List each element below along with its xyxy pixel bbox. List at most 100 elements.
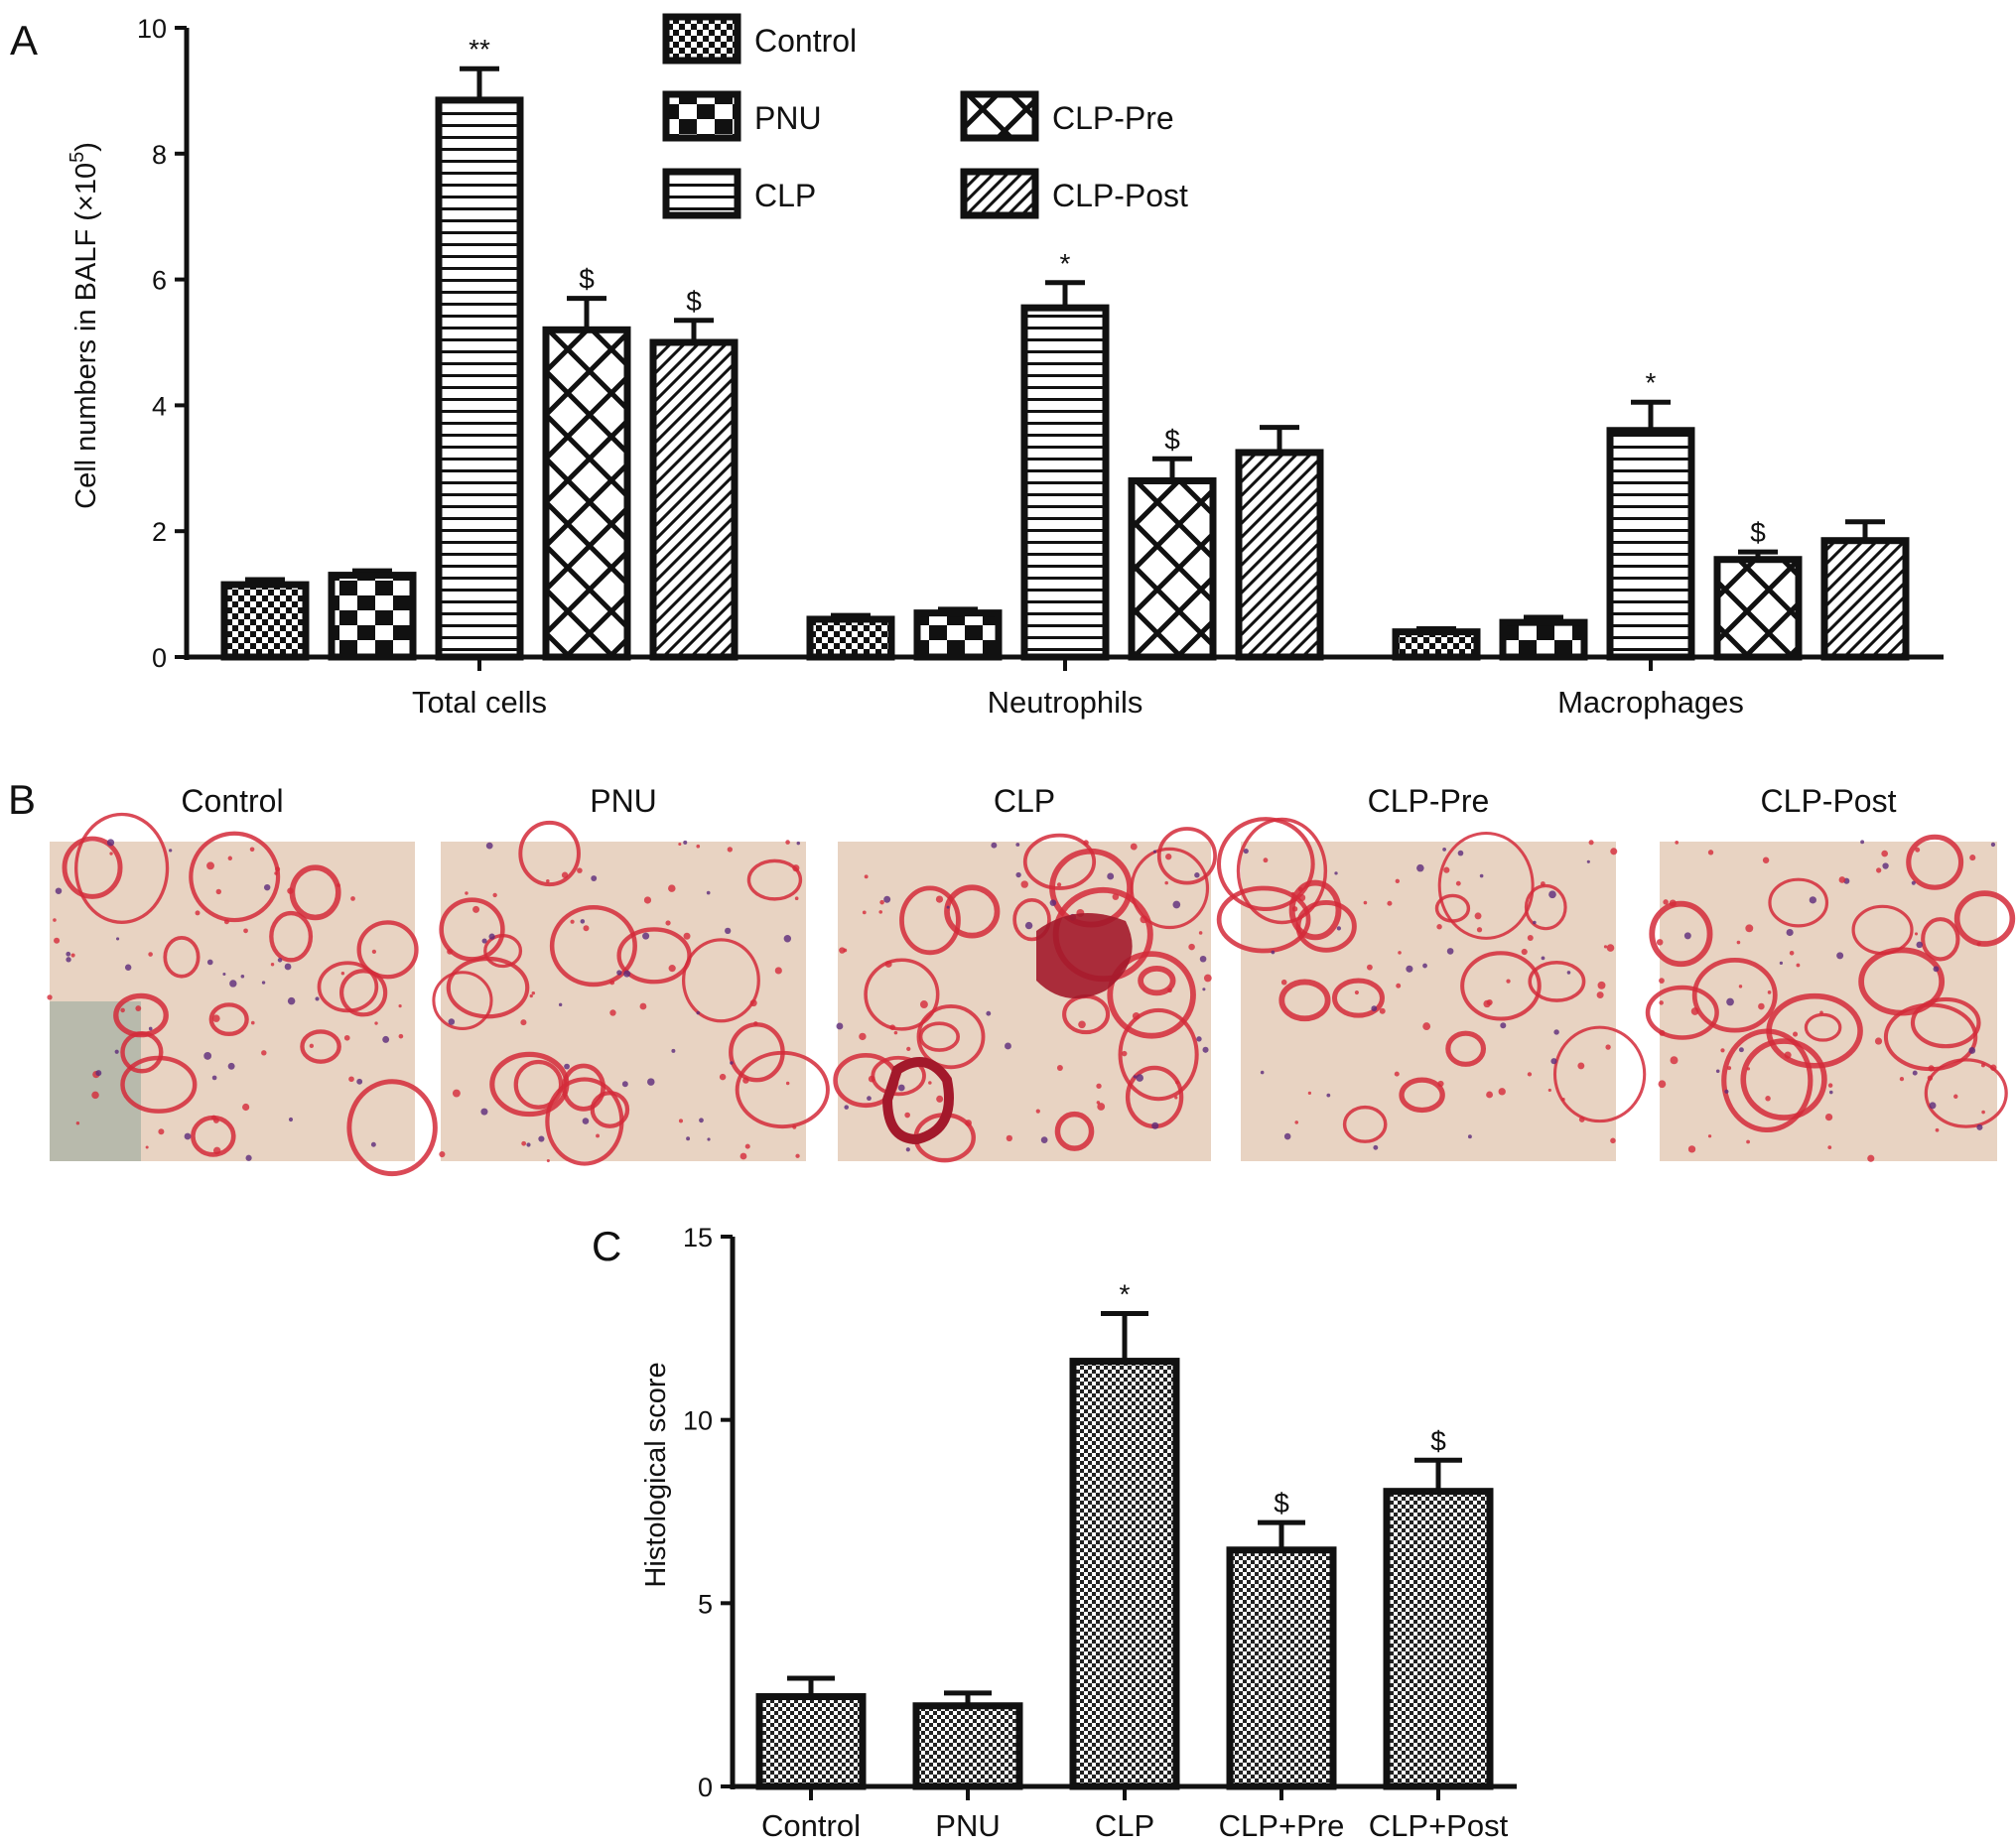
panel-c-category-label: CLP [1095,1808,1154,1843]
alveolus [1331,978,1385,1018]
cell-nucleus [1683,932,1691,940]
cell-nucleus [1174,1096,1178,1100]
cell-nucleus [1243,849,1249,855]
alveolus [1236,817,1328,925]
cell-nucleus [1916,941,1924,949]
panel-a-significance-mark: ** [469,34,490,65]
cell-nucleus [616,970,622,976]
histology-image-title: CLP-Post [1761,783,1897,819]
cell-nucleus [785,1081,790,1086]
cell-nucleus [668,965,676,973]
cell-nucleus [1836,952,1844,960]
cell-nucleus [1479,873,1484,878]
panel-a-y-axis-label: Cell numbers in BALF (×105) [67,142,102,509]
cell-nucleus [707,1137,711,1141]
alveolus [208,1002,249,1037]
panel-c-bar [912,1702,1023,1790]
cell-nucleus [1786,928,1794,937]
alveolus [918,1021,961,1052]
alveolus [1156,827,1217,885]
cell-nucleus [1172,900,1181,909]
histology-image [1216,817,1647,1161]
cell-nucleus [211,1075,217,1081]
cell-nucleus [558,1002,563,1007]
cell-nucleus [447,948,454,955]
histology-image-title: CLP-Pre [1368,783,1490,819]
cell-nucleus [120,1007,125,1013]
cell-nucleus [868,1075,875,1083]
cell-nucleus [1291,906,1298,912]
panel-a-letter: A [10,17,38,64]
cell-nucleus [148,1026,153,1031]
alveolus [1216,885,1311,954]
cell-nucleus [1746,1139,1750,1144]
cell-nucleus [1446,948,1454,955]
cell-nucleus [1297,893,1306,902]
cell-nucleus [270,963,275,967]
cell-nucleus [792,864,800,872]
cell-nucleus [1758,1002,1765,1010]
cell-nucleus [1912,1070,1918,1076]
cell-nucleus [521,1140,527,1146]
cell-nucleus [1096,1101,1101,1105]
panel-a-y-label-end: ) [70,142,102,152]
panel-a-category-label: Macrophages [1557,685,1744,720]
panel-a-bar [1392,628,1481,661]
cell-nucleus [315,996,320,1001]
cell-nucleus [1586,859,1590,863]
cell-nucleus [1658,1080,1667,1089]
cell-nucleus [261,1050,267,1056]
cell-nucleus [261,981,266,985]
cell-nucleus [348,1076,354,1083]
alveolus [1054,1111,1095,1151]
alveolus [1342,1105,1388,1143]
cell-nucleus [1738,1047,1744,1053]
cell-nucleus [1527,1072,1533,1077]
panel-a-y-tick-label: 0 [152,643,167,673]
cell-nucleus [582,1118,590,1124]
cell-nucleus [1809,896,1816,904]
cell-nucleus [212,1014,220,1022]
cell-nucleus [370,1141,376,1147]
cell-nucleus [986,1010,992,1016]
alveolus [1924,1058,2008,1128]
alveolus [1118,1007,1199,1102]
alveolus [916,1003,986,1070]
cell-nucleus [472,905,480,913]
cell-nucleus [596,1133,600,1138]
cell-nucleus [623,970,631,978]
cell-nucleus [836,1022,844,1030]
panel-a-legend-swatch [662,90,741,142]
histology-image-title: PNU [590,783,657,819]
cell-nucleus [1789,950,1795,956]
panel-c-significance-mark: * [1120,1279,1131,1310]
panel-a-significance-mark: * [1646,367,1657,398]
cell-nucleus [561,871,569,878]
cell-nucleus [1474,912,1482,920]
panel-a-bar [1606,427,1695,661]
panel-a-significance-mark: * [1060,248,1071,279]
alveolus [681,938,760,1023]
cell-nucleus [356,1078,363,1085]
cell-nucleus [1933,966,1940,973]
cell-nucleus [184,1132,192,1140]
cell-nucleus [1307,1091,1312,1095]
cell-nucleus [1726,997,1734,1006]
panel-a-legend-label: CLP [754,178,816,213]
cell-nucleus [1194,872,1200,878]
cell-nucleus [1663,899,1669,905]
panel-a-chart: A Cell numbers in BALF (×105) 0 2 4 6 8 10 Tot… [10,13,1944,720]
cell-nucleus [725,927,732,935]
cell-nucleus [1290,891,1295,896]
cell-nucleus [749,999,757,1007]
alveolus [1768,877,1829,928]
alveolus [1910,996,1981,1049]
alveolus [317,961,379,1013]
cell-nucleus [668,884,676,892]
panel-a-bar [328,572,417,661]
cell-nucleus [158,1128,165,1135]
cell-nucleus [844,1105,849,1110]
cell-nucleus [115,937,120,941]
alveolus [1906,834,1964,890]
cell-nucleus [946,905,950,909]
